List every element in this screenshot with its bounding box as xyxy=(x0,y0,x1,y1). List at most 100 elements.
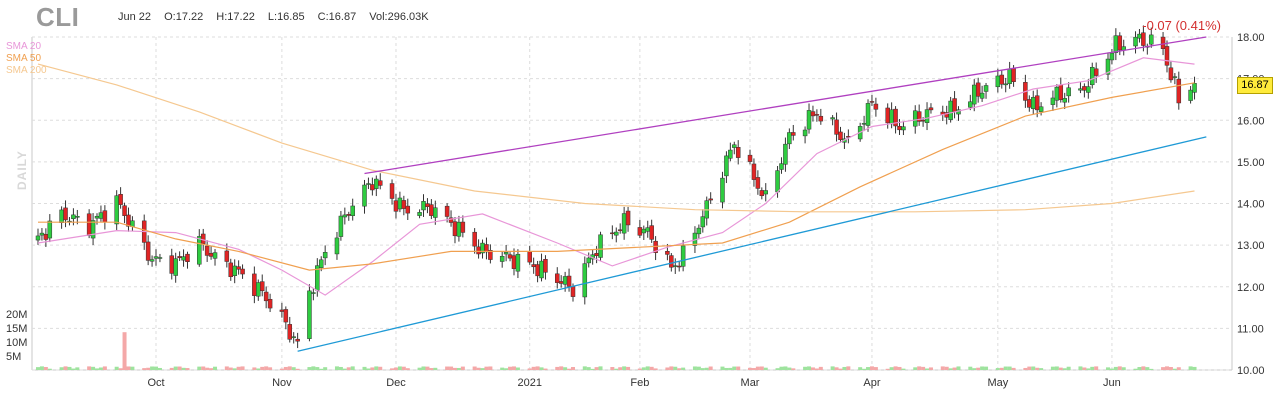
candle-body xyxy=(197,236,202,265)
candle-body xyxy=(810,111,816,117)
volume-bar xyxy=(614,368,619,370)
candle-body xyxy=(1149,34,1154,45)
volume-bar xyxy=(704,367,709,370)
volume-bar xyxy=(846,366,851,370)
volume-bar xyxy=(240,366,245,370)
candle-body xyxy=(1133,36,1138,47)
legend-sma-20: SMA 20 xyxy=(6,41,42,52)
candle-body xyxy=(775,170,780,193)
candle-body xyxy=(366,183,371,185)
candle-body xyxy=(763,190,768,195)
candle-body xyxy=(377,180,383,186)
y-tick-label: 15.00 xyxy=(1237,157,1265,169)
volume-bar xyxy=(1023,367,1028,370)
volume-bar xyxy=(783,366,788,370)
volume-bar xyxy=(570,367,575,370)
candle-body xyxy=(1188,89,1193,101)
candle-body xyxy=(433,207,438,218)
volume-bar xyxy=(47,368,52,370)
candle-body xyxy=(617,229,623,231)
candle-body xyxy=(1109,52,1115,61)
x-tick-label: Dec xyxy=(386,377,406,389)
candle-body xyxy=(75,216,80,218)
volume-bar xyxy=(944,366,949,370)
candle-body xyxy=(735,147,741,158)
candle-body xyxy=(1082,86,1087,91)
candle-body xyxy=(1090,66,1095,86)
candle-body xyxy=(429,204,434,216)
volume-bar xyxy=(421,366,426,370)
volume-bar xyxy=(205,367,210,370)
volume-bar xyxy=(594,367,599,370)
volume-bar xyxy=(87,366,92,370)
volume-bar xyxy=(323,367,328,370)
candle-body xyxy=(924,109,930,123)
volume-tick-label: 10M xyxy=(6,337,27,349)
candle-body xyxy=(543,259,548,273)
volume-bar xyxy=(1003,366,1008,370)
candle-body xyxy=(916,111,922,122)
volume-bar xyxy=(366,368,371,370)
candle-body xyxy=(405,205,411,214)
volume-bar xyxy=(36,367,40,370)
candle-body xyxy=(779,163,784,170)
volume-bar xyxy=(637,368,642,370)
volume-bar xyxy=(287,366,292,370)
volume-bar xyxy=(378,366,383,370)
candle-body xyxy=(614,231,619,236)
volume-bar xyxy=(256,368,261,370)
candle-body xyxy=(240,268,245,275)
volume-bar xyxy=(653,368,658,370)
candle-body xyxy=(204,245,210,256)
candle-body xyxy=(1113,35,1119,53)
candle-body xyxy=(673,265,678,267)
volume-bar xyxy=(917,366,922,370)
volume-bar xyxy=(901,368,906,370)
volume-bar xyxy=(948,368,953,370)
last-price-tag: 16.87 xyxy=(1237,77,1273,94)
volume-bar xyxy=(181,367,186,370)
sma-legend: SMA 20 SMA 50 SMA 200 xyxy=(6,41,47,77)
volume-bar xyxy=(209,368,214,370)
sma-line-sma-50 xyxy=(38,82,1195,271)
candle-body xyxy=(503,252,509,255)
volume-bar xyxy=(476,367,481,370)
volume-bar xyxy=(39,366,44,370)
volume-bar xyxy=(1176,367,1181,370)
candle-body xyxy=(700,216,706,228)
volume-bar xyxy=(1137,367,1142,370)
volume-bar xyxy=(535,366,540,370)
candle-body xyxy=(791,132,796,136)
candle-body xyxy=(889,109,894,125)
volume-bar xyxy=(350,366,355,370)
y-tick-label: 10.00 xyxy=(1237,365,1265,377)
candle-body xyxy=(460,221,466,233)
volume-bar xyxy=(1105,367,1110,370)
candle-body xyxy=(1192,83,1197,93)
volume-bar xyxy=(1078,366,1083,370)
volume-bar xyxy=(334,366,339,370)
volume-bar xyxy=(102,366,107,370)
candle-body xyxy=(649,225,654,240)
candle-body xyxy=(417,212,422,216)
candle-body xyxy=(311,292,316,294)
volume-bar xyxy=(838,368,843,370)
volume-bar xyxy=(146,367,151,370)
candle-body xyxy=(389,183,395,199)
volume-bar xyxy=(268,367,273,370)
candle-body xyxy=(232,265,237,276)
candle-body xyxy=(236,266,241,270)
x-tick-label: 2021 xyxy=(517,377,541,389)
volume-bar xyxy=(213,366,218,370)
candle-body xyxy=(830,117,835,120)
candle-body xyxy=(1062,98,1067,103)
volume-bar xyxy=(177,366,182,370)
volume-bar xyxy=(1054,366,1059,370)
candle-body xyxy=(621,213,627,234)
volume-bar xyxy=(460,366,465,370)
volume-bar xyxy=(232,368,237,370)
candle-body xyxy=(122,205,127,216)
volume-bar xyxy=(504,368,509,370)
volume-bar xyxy=(555,366,560,370)
candle-body xyxy=(594,252,599,256)
